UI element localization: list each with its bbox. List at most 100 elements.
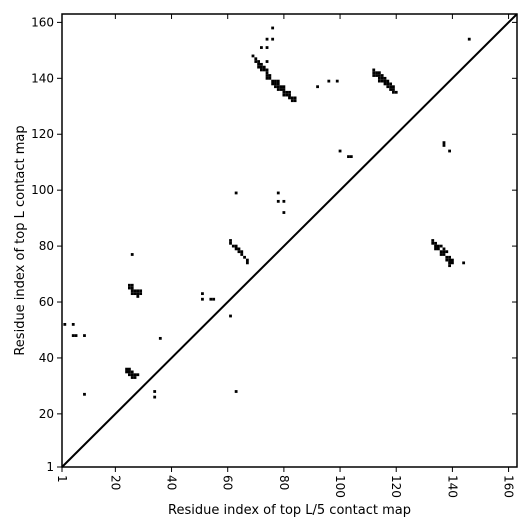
contact-cell	[234, 191, 238, 195]
diagonal-line	[61, 13, 518, 468]
contact-cell	[448, 255, 451, 259]
contact-cell	[212, 297, 216, 301]
contact-cell	[394, 90, 398, 94]
contact-cell	[445, 258, 449, 262]
contact-cell	[338, 149, 342, 153]
x-axis-label: Residue index of top L/5 contact map	[168, 503, 411, 518]
contact-cell	[257, 65, 261, 69]
contact-cell	[434, 244, 437, 248]
contact-cell	[136, 289, 140, 293]
contact-cell	[347, 155, 350, 159]
contact-cell	[386, 82, 390, 86]
contact-cell	[265, 60, 269, 63]
contact-cell	[434, 247, 437, 251]
contact-cell	[442, 253, 446, 256]
contact-cell	[383, 79, 387, 83]
x-tick-label: 100	[333, 475, 347, 498]
contact-cell	[71, 322, 75, 326]
contact-cell	[451, 261, 454, 265]
contact-cell	[290, 96, 294, 100]
y-tick-label: 120	[31, 127, 54, 141]
contact-cell	[392, 88, 395, 91]
contact-cell	[377, 76, 381, 80]
contact-cell	[279, 85, 283, 89]
contact-cell	[293, 99, 297, 103]
contact-cell	[237, 247, 241, 251]
x-tick-label: 60	[221, 475, 235, 490]
contact-cells	[63, 26, 471, 399]
contact-cell	[265, 68, 269, 72]
contact-cell	[133, 376, 137, 379]
contact-cell	[375, 74, 378, 77]
contact-cell	[316, 85, 319, 89]
contact-cell	[234, 244, 238, 248]
contact-cell	[83, 392, 86, 396]
contact-cell	[271, 37, 275, 41]
contact-cell	[234, 247, 238, 251]
contact-cell	[271, 82, 275, 86]
contact-cell	[372, 71, 376, 75]
contact-cell	[243, 255, 246, 259]
contact-cell	[63, 322, 67, 326]
contact-cell	[139, 289, 143, 293]
y-tick-label: 100	[31, 183, 54, 197]
contact-cell	[271, 79, 275, 83]
contact-cell	[83, 334, 86, 337]
contact-cell	[375, 71, 378, 75]
contact-cell	[274, 79, 277, 83]
contact-cell	[434, 241, 437, 245]
contact-cell	[377, 71, 381, 75]
contact-cell	[276, 79, 280, 83]
y-tick-label: 80	[39, 239, 54, 253]
contact-cell	[279, 88, 283, 91]
contact-cell	[268, 74, 272, 77]
contact-cell	[133, 289, 137, 293]
contact-cell	[442, 144, 446, 147]
x-tick-label: 20	[108, 475, 122, 490]
contact-cell	[229, 241, 232, 245]
contact-cell	[282, 88, 286, 91]
contact-cell	[265, 37, 269, 41]
contact-cell	[372, 74, 376, 77]
contact-cell	[276, 82, 280, 86]
contact-cell	[128, 373, 131, 377]
contact-cell	[130, 289, 134, 293]
contact-cell	[276, 85, 280, 89]
contact-cell	[257, 62, 261, 66]
contact-cell	[260, 65, 263, 69]
contact-cell	[380, 74, 384, 77]
contact-cell	[439, 253, 443, 256]
contact-cell	[349, 155, 353, 159]
contact-cell	[130, 283, 134, 287]
contact-cell	[136, 373, 140, 377]
contact-cell	[445, 255, 449, 259]
contact-cell	[136, 295, 140, 298]
contact-cell	[448, 258, 451, 262]
contact-cell	[136, 292, 140, 296]
contact-cell	[260, 62, 263, 66]
contact-cell	[153, 395, 157, 399]
plot-frame	[61, 13, 518, 468]
contact-cell	[262, 65, 266, 69]
contact-cell	[130, 370, 134, 374]
contact-cell	[260, 68, 263, 72]
contact-cell	[158, 336, 162, 340]
contact-cell	[125, 370, 128, 374]
contact-cell	[276, 199, 280, 203]
contact-cell	[442, 247, 446, 251]
contact-cell	[448, 264, 451, 268]
contact-cell	[462, 261, 466, 265]
contact-cell	[392, 90, 395, 94]
contact-cell	[451, 258, 454, 262]
contact-cell	[386, 85, 390, 89]
contact-cell	[448, 149, 451, 153]
contact-cell	[229, 239, 232, 242]
contact-cell	[389, 85, 393, 89]
contact-cell	[254, 60, 258, 63]
x-tick-label: 160	[502, 475, 516, 498]
contact-cell	[445, 250, 449, 254]
y-tick-label: 140	[31, 71, 54, 85]
contact-cell	[439, 250, 443, 254]
contact-cell	[139, 292, 143, 296]
contact-cell	[282, 199, 286, 203]
